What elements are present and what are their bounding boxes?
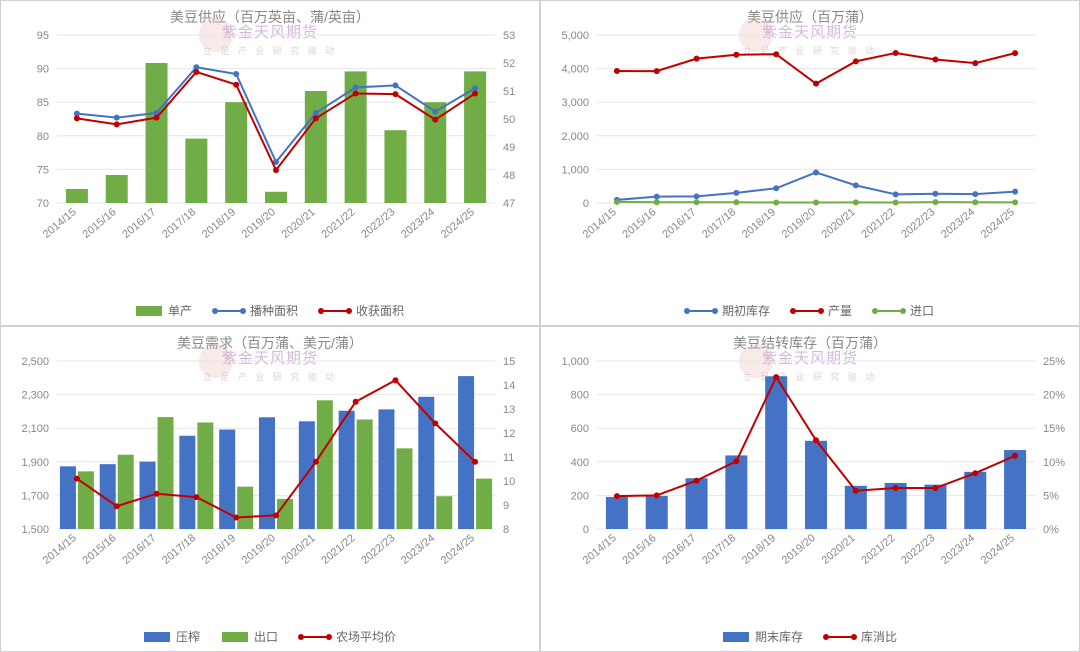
svg-text:2015/16: 2015/16 — [80, 206, 118, 241]
svg-text:2020/21: 2020/21 — [280, 206, 318, 241]
chart-panel-bottom-right: 美豆结转库存（百万蒲） 紫金天风期货 立 足 产 业 研 究 驱 动 期末库存 … — [540, 326, 1080, 652]
svg-text:2022/23: 2022/23 — [899, 206, 937, 241]
svg-text:14: 14 — [503, 380, 515, 392]
svg-text:2023/24: 2023/24 — [939, 532, 977, 567]
svg-text:53: 53 — [503, 30, 515, 42]
svg-text:49: 49 — [503, 142, 515, 154]
svg-text:2018/19: 2018/19 — [200, 532, 238, 567]
svg-text:1,000: 1,000 — [561, 356, 589, 368]
svg-text:70: 70 — [37, 198, 49, 210]
svg-text:25%: 25% — [1043, 356, 1065, 368]
svg-text:2016/17: 2016/17 — [120, 206, 158, 241]
svg-text:10%: 10% — [1043, 457, 1065, 469]
svg-text:2015/16: 2015/16 — [620, 206, 658, 241]
svg-text:2018/19: 2018/19 — [200, 206, 238, 241]
svg-text:2018/19: 2018/19 — [740, 206, 778, 241]
svg-text:8: 8 — [503, 524, 509, 536]
svg-text:2020/21: 2020/21 — [820, 532, 858, 567]
svg-text:0%: 0% — [1043, 524, 1059, 536]
svg-text:2015/16: 2015/16 — [620, 532, 658, 567]
svg-text:52: 52 — [503, 58, 515, 70]
svg-text:48: 48 — [503, 170, 515, 182]
svg-text:2020/21: 2020/21 — [280, 532, 318, 567]
svg-text:2019/20: 2019/20 — [780, 206, 818, 241]
svg-text:10: 10 — [503, 476, 515, 488]
svg-text:4,000: 4,000 — [561, 64, 589, 76]
svg-text:2017/18: 2017/18 — [700, 206, 738, 241]
svg-text:2024/25: 2024/25 — [439, 532, 477, 567]
svg-text:0: 0 — [583, 198, 589, 210]
svg-text:2017/18: 2017/18 — [700, 532, 738, 567]
chart-panel-top-right: 美豆供应（百万蒲） 紫金天风期货 立 足 产 业 研 究 驱 动 期初库存 产量… — [540, 0, 1080, 326]
svg-text:9: 9 — [503, 500, 509, 512]
svg-text:2016/17: 2016/17 — [660, 206, 698, 241]
svg-text:2016/17: 2016/17 — [120, 532, 158, 567]
svg-text:2024/25: 2024/25 — [439, 206, 477, 241]
svg-text:51: 51 — [503, 86, 515, 98]
svg-text:2,300: 2,300 — [21, 390, 49, 402]
svg-text:2014/15: 2014/15 — [41, 206, 79, 241]
svg-text:2014/15: 2014/15 — [41, 532, 79, 567]
svg-text:2024/25: 2024/25 — [979, 532, 1017, 567]
svg-text:5,000: 5,000 — [561, 30, 589, 42]
svg-text:2019/20: 2019/20 — [780, 532, 818, 567]
svg-text:2,100: 2,100 — [21, 423, 49, 435]
svg-text:80: 80 — [37, 131, 49, 143]
svg-text:2020/21: 2020/21 — [820, 206, 858, 241]
chart-panel-top-left: 美豆供应（百万英亩、蒲/英亩） 紫金天风期货 立 足 产 业 研 究 驱 动 单… — [0, 0, 540, 326]
svg-text:200: 200 — [571, 490, 589, 502]
svg-text:2022/23: 2022/23 — [899, 532, 937, 567]
svg-text:2,500: 2,500 — [21, 356, 49, 368]
svg-text:1,900: 1,900 — [21, 457, 49, 469]
svg-text:800: 800 — [571, 390, 589, 402]
svg-text:15%: 15% — [1043, 423, 1065, 435]
svg-text:90: 90 — [37, 64, 49, 76]
svg-text:85: 85 — [37, 97, 49, 109]
svg-text:2014/15: 2014/15 — [581, 206, 619, 241]
svg-text:0: 0 — [583, 524, 589, 536]
svg-text:2014/15: 2014/15 — [581, 532, 619, 567]
svg-text:2022/23: 2022/23 — [359, 206, 397, 241]
svg-text:3,000: 3,000 — [561, 97, 589, 109]
svg-text:2023/24: 2023/24 — [939, 206, 977, 241]
svg-text:11: 11 — [503, 452, 514, 464]
chart-panel-bottom-left: 美豆需求（百万蒲、美元/蒲） 紫金天风期货 立 足 产 业 研 究 驱 动 压榨… — [0, 326, 540, 652]
svg-text:2018/19: 2018/19 — [740, 532, 778, 567]
svg-text:15: 15 — [503, 356, 515, 368]
svg-text:1,700: 1,700 — [21, 490, 49, 502]
svg-text:5%: 5% — [1043, 490, 1059, 502]
svg-text:2017/18: 2017/18 — [160, 206, 198, 241]
svg-text:1,500: 1,500 — [21, 524, 49, 536]
svg-text:2016/17: 2016/17 — [660, 532, 698, 567]
svg-text:20%: 20% — [1043, 390, 1065, 402]
svg-text:2019/20: 2019/20 — [240, 532, 278, 567]
svg-text:2023/24: 2023/24 — [399, 532, 437, 567]
svg-text:2022/23: 2022/23 — [359, 532, 397, 567]
svg-text:12: 12 — [503, 428, 515, 440]
svg-text:75: 75 — [37, 164, 49, 176]
svg-text:2021/22: 2021/22 — [859, 206, 897, 241]
svg-text:400: 400 — [571, 457, 589, 469]
svg-text:95: 95 — [37, 30, 49, 42]
svg-text:2017/18: 2017/18 — [160, 532, 198, 567]
svg-text:2,000: 2,000 — [561, 131, 589, 143]
svg-text:1,000: 1,000 — [561, 164, 589, 176]
svg-text:47: 47 — [503, 198, 515, 210]
svg-text:2015/16: 2015/16 — [80, 532, 118, 567]
svg-text:2023/24: 2023/24 — [399, 206, 437, 241]
svg-text:50: 50 — [503, 114, 515, 126]
svg-text:2021/22: 2021/22 — [319, 532, 357, 567]
svg-text:600: 600 — [571, 423, 589, 435]
svg-text:2019/20: 2019/20 — [240, 206, 278, 241]
svg-text:13: 13 — [503, 404, 515, 416]
svg-text:2021/22: 2021/22 — [319, 206, 357, 241]
svg-text:2021/22: 2021/22 — [859, 532, 897, 567]
svg-text:2024/25: 2024/25 — [979, 206, 1017, 241]
